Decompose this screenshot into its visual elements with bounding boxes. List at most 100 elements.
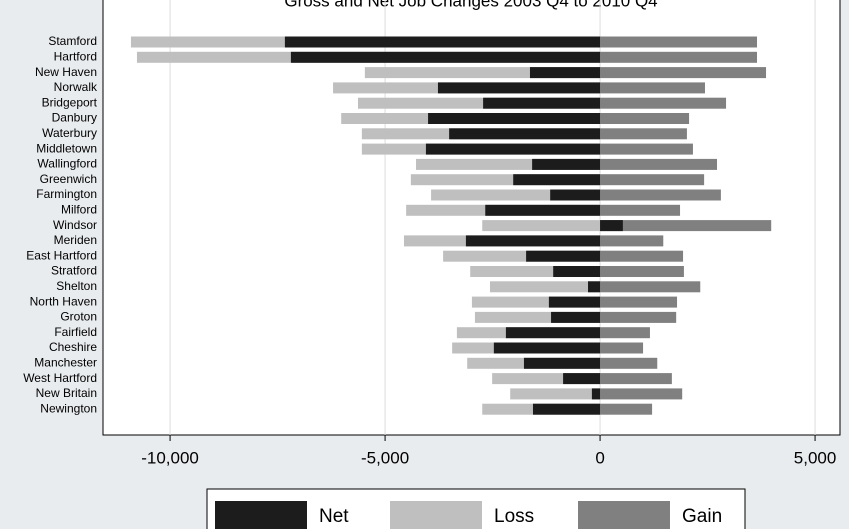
bar (532, 158, 601, 170)
bar (416, 158, 601, 170)
bar (443, 250, 601, 262)
bar (523, 357, 601, 369)
bar (600, 204, 681, 216)
bar (493, 342, 601, 354)
y-tick-label: Stratford (51, 264, 97, 278)
y-tick-label: Waterbury (42, 126, 97, 140)
bar (600, 128, 687, 140)
bar (513, 174, 601, 186)
x-tick-label: 0 (595, 448, 604, 467)
bar (284, 36, 601, 48)
bar (428, 113, 601, 124)
bar (357, 97, 601, 109)
bar (485, 204, 601, 216)
y-tick-label: Middletown (36, 141, 97, 155)
y-tick-label: Wallingford (37, 157, 97, 171)
legend-swatch (390, 501, 482, 529)
y-tick-label: Stamford (48, 34, 97, 48)
bar (532, 403, 601, 415)
bar (437, 82, 601, 94)
y-tick-label: Hartford (54, 49, 97, 63)
x-tick-label: -10,000 (141, 448, 199, 467)
bar (449, 128, 601, 140)
plot-area (102, 0, 841, 436)
bar (600, 36, 758, 48)
y-tick-label: Windsor (53, 218, 97, 232)
legend-swatch (578, 501, 670, 529)
bar (600, 82, 705, 94)
y-tick-label: Meriden (54, 233, 97, 247)
bar (550, 189, 601, 201)
legend-label: Loss (494, 506, 534, 527)
bar (600, 281, 701, 293)
x-tick-label: 5,000 (794, 448, 837, 467)
y-tick-label: Manchester (34, 355, 97, 369)
y-tick-label: Norwalk (54, 80, 98, 94)
bar (471, 296, 601, 308)
bar (600, 51, 758, 63)
bar (364, 67, 601, 79)
bar (600, 403, 653, 415)
bar (600, 235, 664, 247)
bar (600, 174, 705, 186)
bar (563, 373, 601, 385)
bar (600, 373, 672, 385)
legend-label: Net (319, 506, 349, 527)
bar (410, 174, 601, 186)
bar (553, 266, 601, 277)
bar (588, 281, 601, 293)
bar (505, 327, 601, 339)
bar (425, 143, 601, 155)
y-tick-label: East Hartford (26, 248, 97, 262)
bar (600, 189, 721, 201)
y-tick-label: Shelton (56, 279, 97, 293)
bar (600, 67, 767, 79)
bar (551, 311, 601, 323)
legend-swatch (215, 501, 307, 529)
y-tick-label: North Haven (30, 294, 97, 308)
y-tick-label: New Britain (36, 386, 97, 400)
bar (600, 97, 727, 109)
y-tick-label: Milford (61, 202, 97, 216)
bar (600, 327, 650, 339)
y-tick-label: Fairfield (54, 325, 97, 339)
x-tick-label: -5,000 (361, 448, 409, 467)
y-tick-label: New Haven (35, 65, 97, 79)
y-tick-label: Cheshire (49, 340, 97, 354)
bar (600, 311, 677, 323)
bar (489, 281, 601, 293)
bar (600, 220, 772, 232)
bar (600, 357, 658, 369)
bar (600, 342, 644, 354)
bar (600, 113, 690, 124)
y-tick-label: Greenwich (40, 172, 97, 186)
bar (290, 51, 601, 63)
bar (529, 67, 601, 79)
bar (591, 388, 601, 400)
bar (548, 296, 601, 308)
bar (465, 235, 601, 247)
y-tick-label: Danbury (52, 111, 97, 125)
bar (470, 266, 601, 277)
legend-label: Gain (682, 506, 722, 527)
bar (431, 189, 601, 201)
bar (526, 250, 601, 262)
bar (510, 388, 601, 400)
chart-title: Gross and Net Job Changes 2003 Q4 to 201… (284, 0, 657, 10)
bar (600, 296, 678, 308)
bar (600, 266, 684, 277)
y-tick-label: Bridgeport (42, 95, 98, 109)
bar (600, 143, 693, 155)
y-tick-label: Groton (60, 310, 97, 324)
bar (600, 158, 718, 170)
bar (483, 97, 601, 109)
bar (600, 388, 683, 400)
y-tick-label: West Hartford (23, 371, 97, 385)
bar (492, 373, 601, 385)
y-tick-label: Farmington (36, 187, 97, 201)
y-tick-label: Newington (40, 401, 97, 415)
bar (600, 220, 623, 232)
bar (482, 220, 601, 232)
bar (474, 311, 601, 323)
